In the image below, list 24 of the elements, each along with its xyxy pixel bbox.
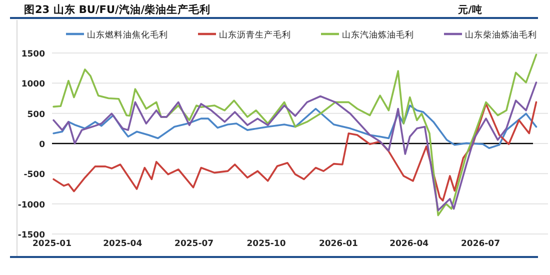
x-tick-label: 2026-07 <box>461 239 500 249</box>
y-axis-title: 元/吨 <box>457 4 482 16</box>
line-series <box>52 54 538 216</box>
line-series <box>52 82 538 212</box>
legend-label: 山东燃料油焦化毛利 <box>87 30 168 40</box>
y-tick-label: -500 <box>24 170 46 180</box>
legend-label: 山东柴油炼油毛利 <box>465 30 537 40</box>
y-tick-label: -1000 <box>18 200 46 210</box>
x-tick-label: 2026-04 <box>390 239 429 249</box>
legend-label: 山东汽油炼油毛利 <box>342 30 414 40</box>
legend-label: 山东沥青生产毛利 <box>219 30 291 40</box>
x-tick-label: 2025-10 <box>246 239 286 249</box>
line-series <box>52 104 538 149</box>
chart-title: 图23 山东 BU/FU/汽油/柴油生产毛利 <box>24 3 211 16</box>
y-tick-label: 0 <box>39 140 46 150</box>
y-tick-label: 1500 <box>21 50 46 60</box>
line-series <box>52 101 538 202</box>
y-tick-label: -1500 <box>18 230 46 240</box>
x-tick-label: 2025-07 <box>174 239 214 249</box>
x-tick-label: 2025-04 <box>103 239 142 249</box>
x-tick-label: 2025-01 <box>32 239 72 249</box>
y-tick-label: 500 <box>27 110 46 120</box>
x-tick-label: 2026-01 <box>318 239 358 249</box>
y-tick-label: 1000 <box>21 80 46 90</box>
